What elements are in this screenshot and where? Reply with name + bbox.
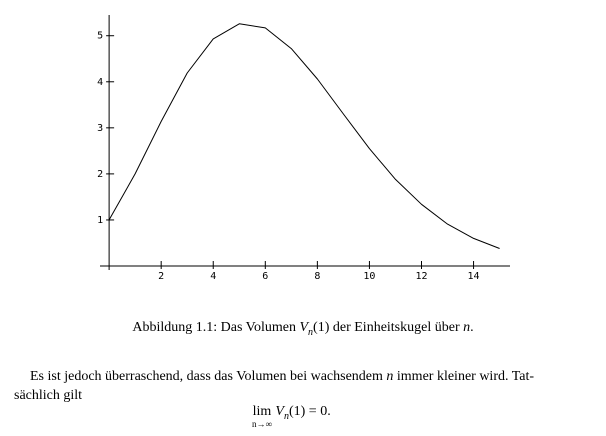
formula-index: n	[283, 410, 289, 422]
caption-math: n	[308, 326, 314, 338]
y-tick-label: 1	[97, 215, 103, 226]
caption-text: Abbildung 1.1: Das Volumen	[132, 320, 300, 335]
text: Es ist jedoch überraschend, dass das Vol…	[30, 369, 387, 384]
y-tick-label: 2	[97, 169, 103, 180]
caption-text: .	[470, 320, 474, 335]
paragraph-line: Es ist jedoch überraschend, dass das Vol…	[30, 369, 534, 385]
formula-operator: lim	[252, 404, 272, 419]
formula-rest: (1) = 0.	[288, 404, 331, 419]
formula: lim n→∞ Vn(1) = 0.	[252, 404, 331, 436]
line	[108, 23, 500, 249]
y-tick-label: 5	[97, 31, 103, 42]
math: n	[386, 369, 394, 384]
text: sächlich gilt	[14, 388, 83, 403]
x-tick-label: 14	[468, 271, 480, 282]
y-tick-label: 3	[97, 123, 103, 134]
y-tick-label: 4	[97, 77, 103, 88]
text: immer kleiner wird. Tat-	[393, 369, 535, 384]
formula-symbol: V	[275, 404, 284, 419]
formula-limit: n→∞	[252, 419, 272, 429]
x-tick-label: 2	[158, 271, 164, 282]
paragraph-line: sächlich gilt	[14, 388, 82, 404]
x-tick-label: 6	[262, 271, 268, 282]
x-tick-label: 12	[415, 271, 427, 282]
caption-text: (1) der Einheitskugel über	[313, 320, 464, 335]
caption: Abbildung 1.1: Das Volumen Vn(1) der Ein…	[0, 320, 606, 338]
x-tick-label: 4	[210, 271, 216, 282]
caption-math: n	[463, 320, 471, 335]
x-tick-label: 8	[314, 271, 320, 282]
x-tick-label: 10	[363, 271, 375, 282]
caption-math: V	[299, 320, 309, 335]
